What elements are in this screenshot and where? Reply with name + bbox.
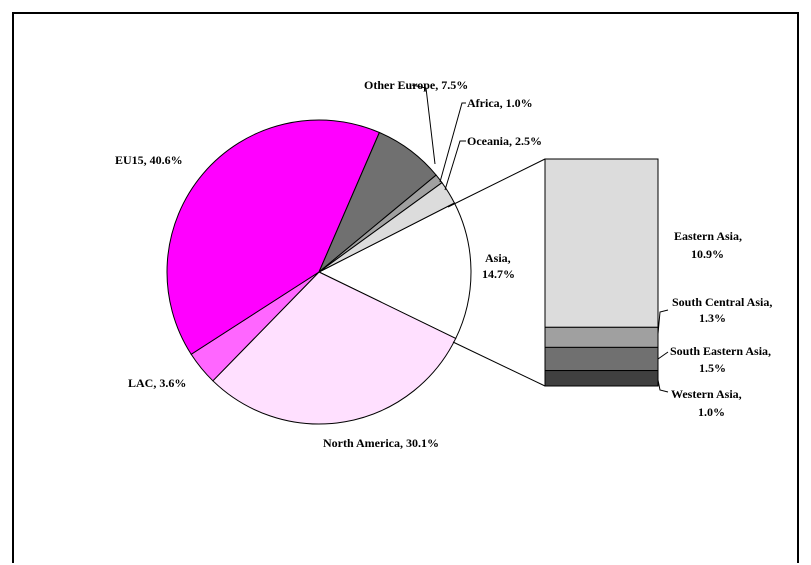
leader-western-asia xyxy=(657,379,669,393)
label-eastern-asia-line1: Eastern Asia, xyxy=(674,229,742,243)
pie-slice-eu15 xyxy=(166,119,381,355)
label-western-asia-line1: Western Asia, xyxy=(671,387,742,401)
pie-slice-asia xyxy=(317,202,472,340)
connector-bottom xyxy=(452,341,546,387)
label-south-central-asia-line1: South Central Asia, xyxy=(672,295,772,309)
breakdown-bar-group xyxy=(544,158,659,387)
connector-top xyxy=(447,158,546,208)
connector-lines xyxy=(447,158,546,387)
pie-slice-north-america xyxy=(212,271,457,425)
label-western-asia-line2: 1.0% xyxy=(698,405,725,419)
label-south-central-asia-line2: 1.3% xyxy=(699,311,726,325)
label-south-eastern-asia-line1: South Eastern Asia, xyxy=(670,344,771,358)
bar-segment-eastern-asia xyxy=(544,158,659,328)
label-south-eastern-asia-line2: 1.5% xyxy=(699,361,726,375)
pie-of-bar-chart: Other Europe, 7.5% Africa, 1.0% Oceania,… xyxy=(115,78,772,450)
bar-segment-western-asia xyxy=(544,370,659,387)
leader-lines xyxy=(411,84,669,393)
leader-oceania xyxy=(444,140,466,191)
label-eu15: EU15, 40.6% xyxy=(115,153,183,167)
chart-frame: Other Europe, 7.5% Africa, 1.0% Oceania,… xyxy=(12,12,799,563)
label-africa: Africa, 1.0% xyxy=(467,96,533,110)
label-lac: LAC, 3.6% xyxy=(128,376,186,390)
bar-segment-south-eastern-asia xyxy=(544,346,659,372)
label-asia-line1: Asia, xyxy=(485,251,511,265)
leader-south-eastern-asia xyxy=(657,351,669,360)
bar-segment-south-central-asia xyxy=(544,326,659,348)
label-asia-line2: 14.7% xyxy=(482,267,515,281)
leader-other-europe xyxy=(411,84,436,165)
pie-slice-oceania xyxy=(318,181,456,273)
label-other-europe: Other Europe, 7.5% xyxy=(364,78,468,92)
leader-south-central-asia xyxy=(657,309,669,335)
leader-africa xyxy=(439,102,466,183)
label-eastern-asia-line2: 10.9% xyxy=(691,247,724,261)
pie-group xyxy=(166,119,472,425)
label-north-america: North America, 30.1% xyxy=(323,436,439,450)
label-oceania: Oceania, 2.5% xyxy=(467,134,542,148)
